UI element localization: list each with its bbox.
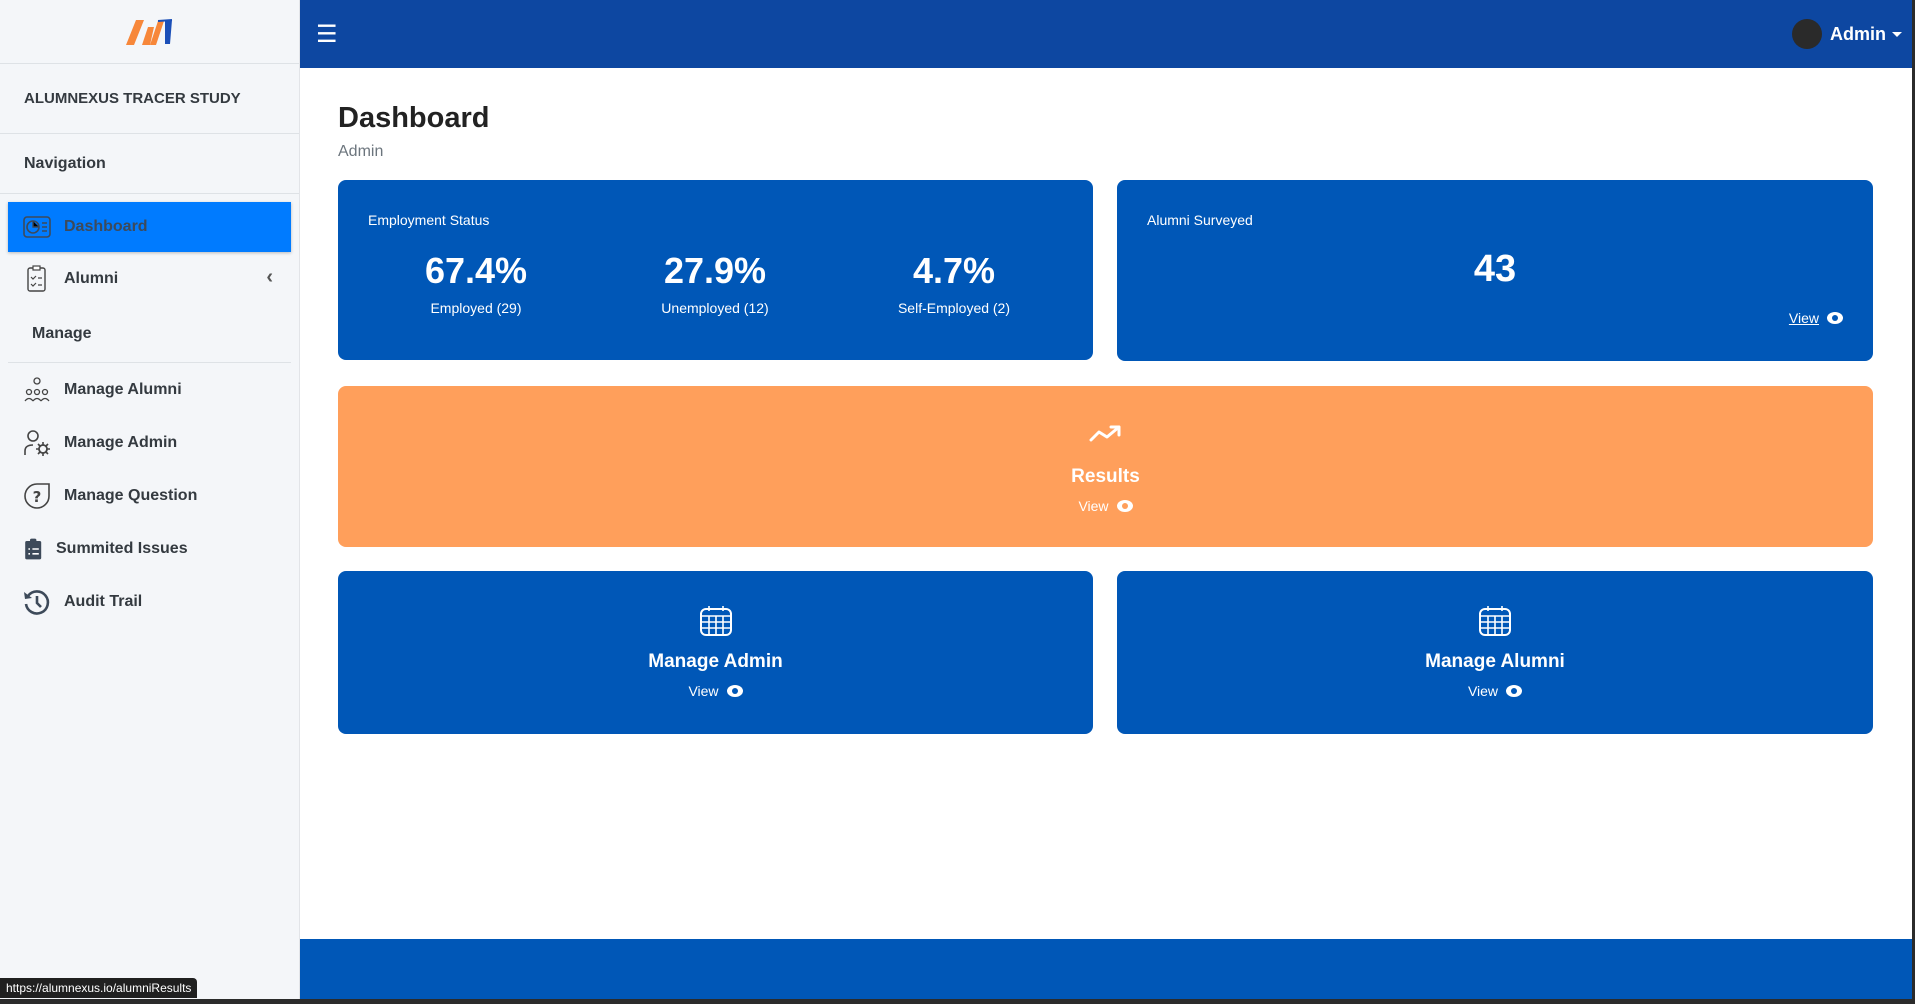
svg-text:?: ?	[33, 488, 42, 506]
sidebar-item-label: Manage Question	[64, 486, 198, 504]
sidebar-item-label: Dashboard	[64, 218, 148, 235]
page-subtitle: Admin	[338, 143, 384, 160]
manage-admin-card[interactable]: Manage Admin View	[338, 571, 1093, 734]
manage-admin-title: Manage Admin	[648, 651, 783, 672]
clipboard-check-icon	[27, 264, 46, 292]
eye-icon	[1506, 685, 1523, 697]
alumni-surveyed-card: Alumni Surveyed 43 View	[1117, 180, 1873, 361]
hamburger-menu-icon[interactable]: ☰	[316, 20, 338, 48]
sidebar: ALUMNEXUS TRACER STUDY Navigation Dashbo…	[0, 0, 300, 999]
chevron-left-icon[interactable]: ‹	[266, 266, 273, 288]
stat-self-employed: 4.7% Self-Employed (2)	[854, 250, 1054, 316]
sidebar-item-label: Manage Alumni	[64, 380, 182, 398]
employment-status-card: Employment Status 67.4% Employed (29) 27.…	[338, 180, 1093, 360]
results-card[interactable]: Results View	[338, 386, 1873, 547]
history-icon	[24, 589, 50, 615]
sidebar-item-manage-admin[interactable]: Manage Admin	[8, 416, 291, 469]
sidebar-item-label: Summited Issues	[56, 539, 188, 557]
results-title: Results	[1071, 466, 1140, 487]
user-menu[interactable]: Admin	[1792, 19, 1902, 49]
top-navbar: ☰ Admin	[300, 0, 1912, 68]
results-view-link[interactable]: View	[1078, 498, 1133, 514]
manage-alumni-view-link[interactable]: View	[1467, 683, 1523, 699]
card-title: Employment Status	[368, 212, 490, 228]
caret-down-icon	[1892, 31, 1902, 37]
dashboard-icon	[23, 216, 51, 238]
sidebar-item-label: Manage Admin	[64, 433, 178, 451]
calendar-icon	[1479, 606, 1511, 636]
logo[interactable]	[0, 0, 299, 64]
stat-percent: 67.4%	[424, 250, 528, 291]
user-gear-icon	[24, 429, 50, 456]
alumnexus-logo-icon	[125, 18, 172, 45]
view-label: View	[688, 683, 719, 699]
view-label: View	[1078, 498, 1109, 514]
brand-title: ALUMNEXUS TRACER STUDY	[0, 64, 299, 134]
sidebar-item-dashboard[interactable]: Dashboard	[8, 202, 291, 252]
sidebar-item-submitted-issues[interactable]: Summited Issues	[8, 522, 291, 575]
sidebar-item-alumni[interactable]: Alumni ‹	[8, 252, 291, 305]
question-icon: ?	[24, 482, 50, 509]
page-title: Dashboard	[338, 102, 490, 134]
status-bar-url: https://alumnexus.io/alumniResults	[0, 978, 198, 998]
view-label: View	[1788, 310, 1819, 326]
stat-unemployed: 27.9% Unemployed (12)	[615, 250, 815, 316]
stat-label: Self-Employed (2)	[897, 300, 1011, 316]
stat-percent: 4.7%	[912, 250, 996, 291]
main-content: Dashboard Admin Employment Status 67.4% E…	[300, 68, 1912, 939]
manage-alumni-card[interactable]: Manage Alumni View	[1117, 571, 1873, 734]
sidebar-item-audit-trail[interactable]: Audit Trail	[8, 575, 291, 628]
sidebar-item-label: Audit Trail	[64, 592, 143, 610]
calendar-icon	[699, 606, 732, 636]
users-gear-icon	[24, 376, 50, 401]
sidebar-item-label: Alumni	[64, 269, 119, 287]
stat-label: Employed (29)	[430, 300, 522, 316]
sidebar-item-manage-question[interactable]: ? Manage Question	[8, 469, 291, 522]
stat-employed: 67.4% Employed (29)	[376, 250, 576, 316]
avatar	[1792, 19, 1822, 49]
stat-percent: 27.9%	[663, 250, 767, 291]
eye-icon	[726, 685, 743, 697]
view-label: View	[1467, 683, 1499, 699]
surveyed-view-link[interactable]: View	[1789, 310, 1843, 326]
navigation-header: Navigation	[0, 134, 299, 194]
manage-section-header: Manage	[8, 305, 291, 363]
sidebar-item-manage-alumni[interactable]: Manage Alumni	[8, 363, 291, 416]
trending-up-icon	[1089, 425, 1120, 442]
footer	[300, 939, 1912, 999]
clipboard-list-icon	[25, 538, 42, 559]
eye-icon	[1116, 500, 1133, 512]
card-title: Alumni Surveyed	[1147, 212, 1253, 228]
user-name: Admin	[1830, 23, 1886, 44]
surveyed-count: 43	[1473, 248, 1517, 290]
stat-label: Unemployed (12)	[661, 300, 769, 316]
manage-admin-view-link[interactable]: View	[688, 683, 743, 699]
eye-icon	[1827, 312, 1843, 324]
manage-alumni-title: Manage Alumni	[1425, 651, 1565, 672]
